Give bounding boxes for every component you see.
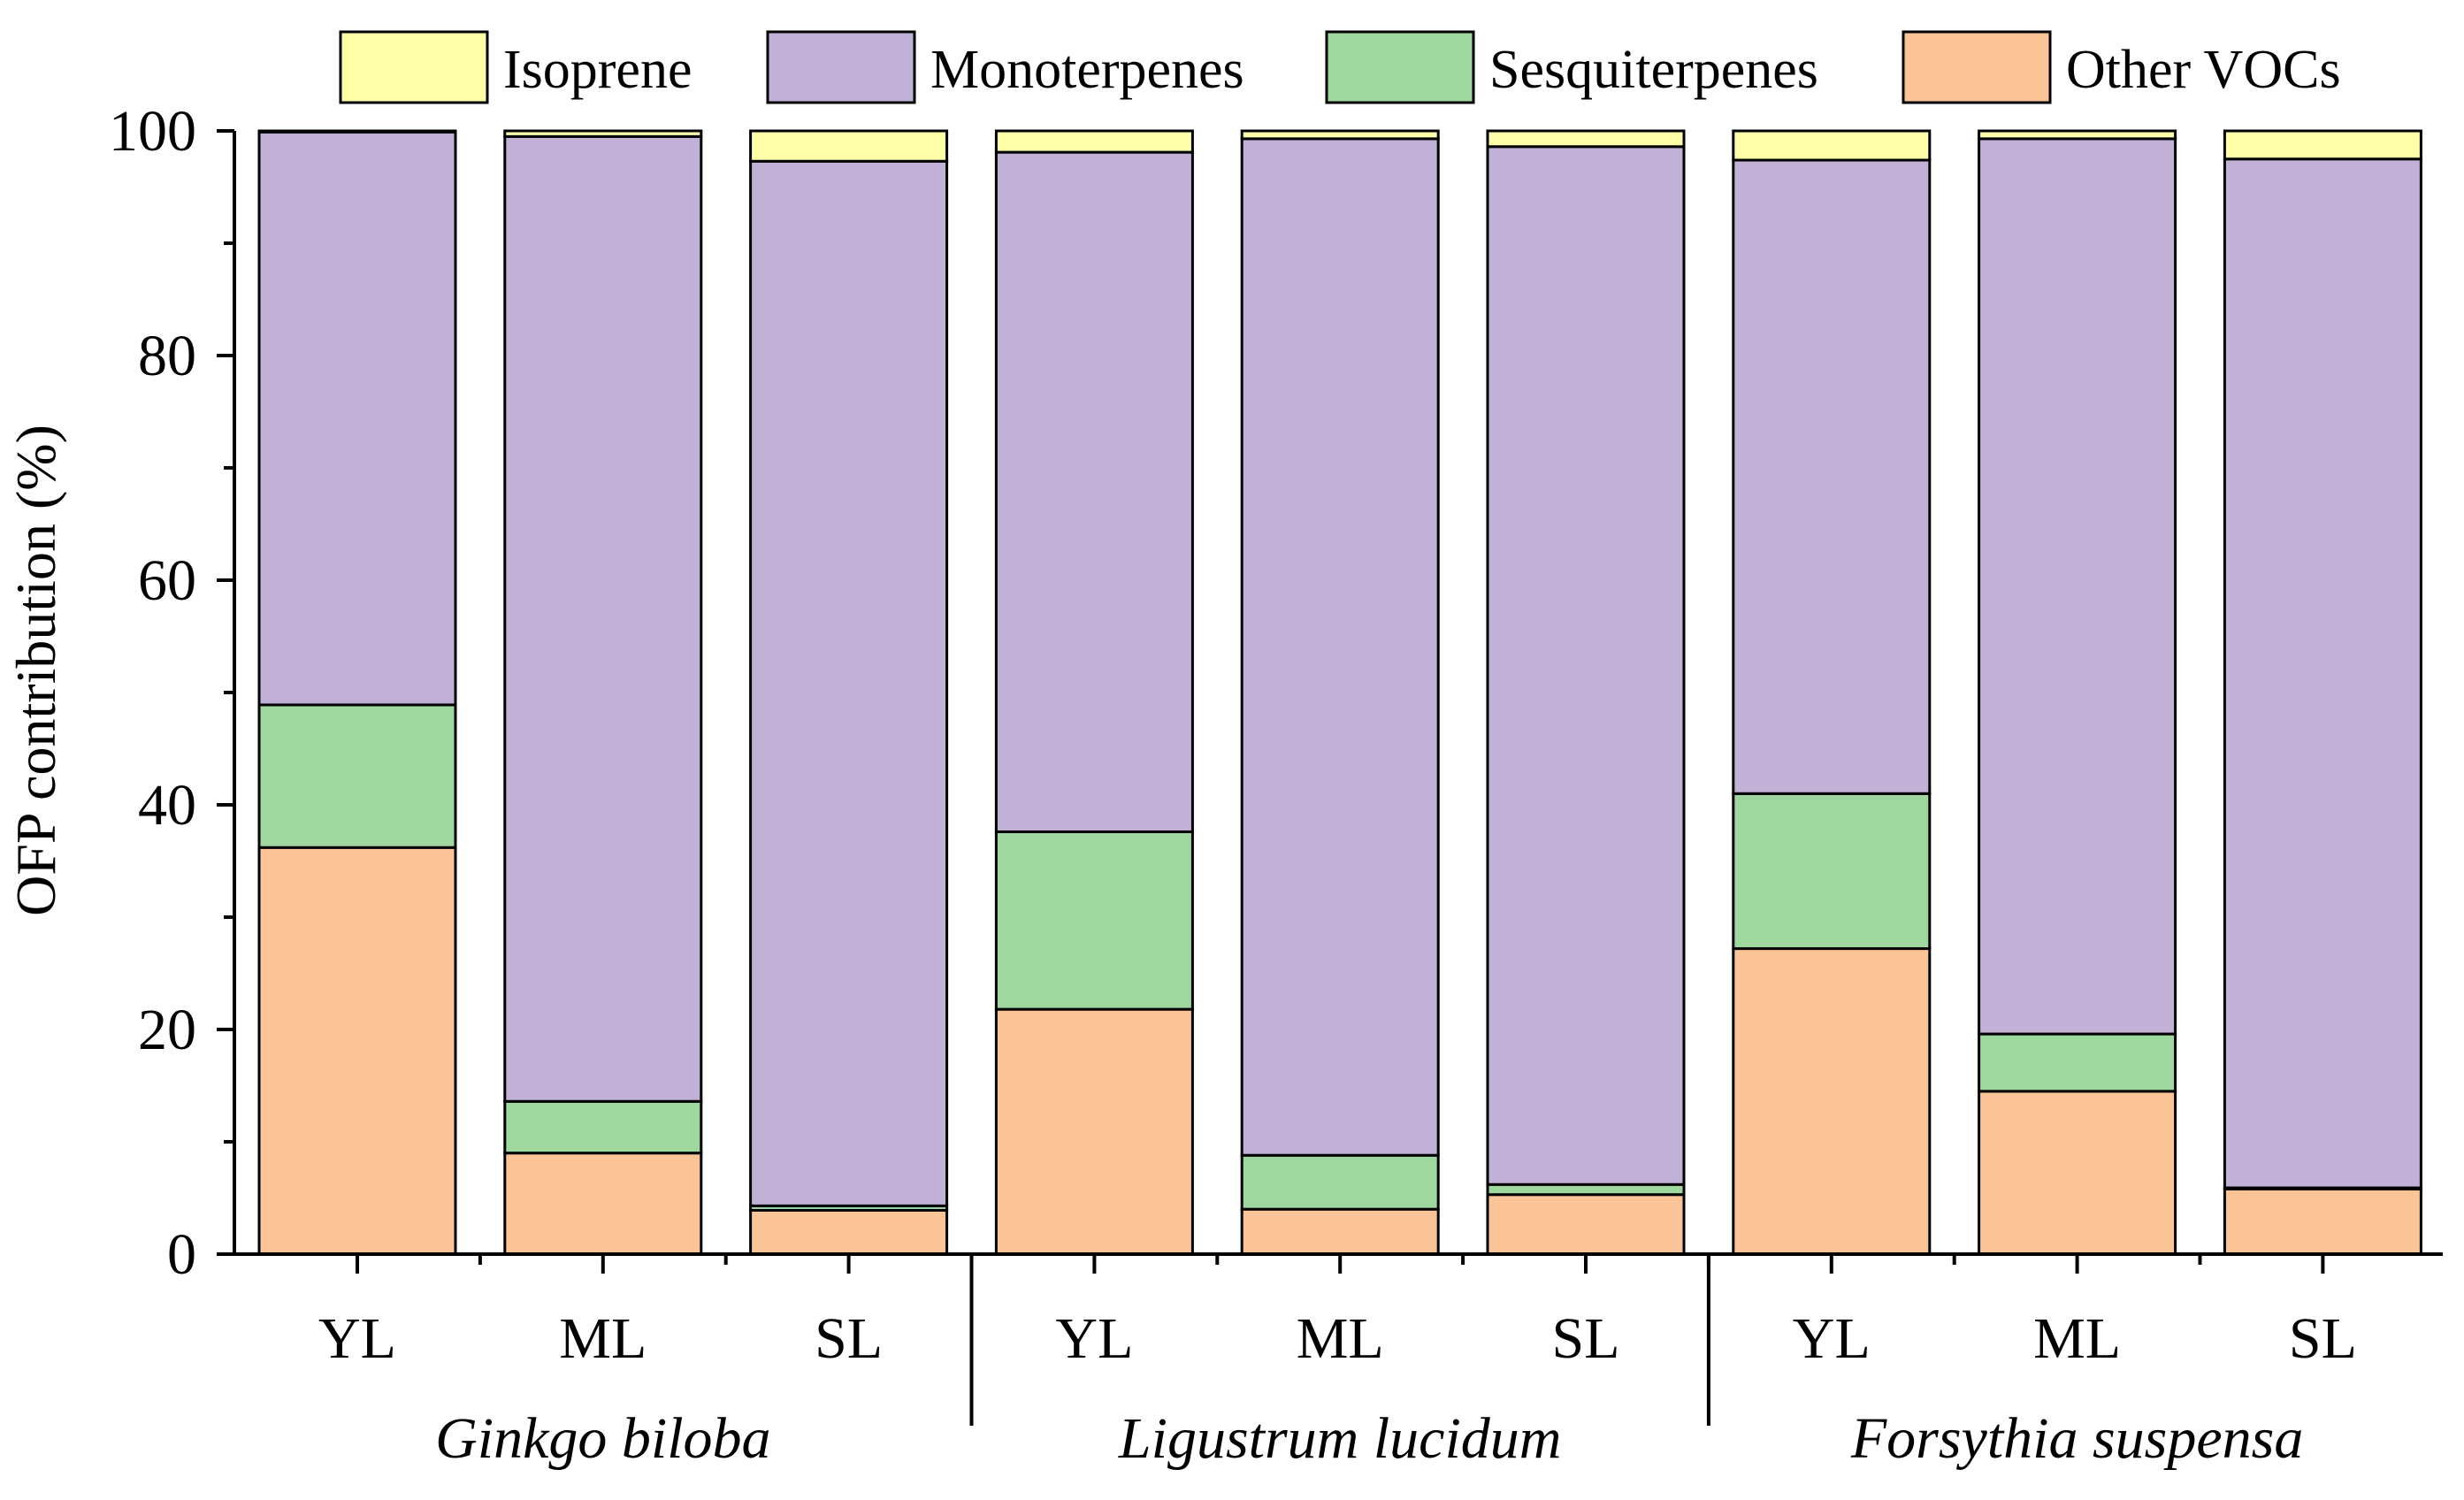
- bar-other-vocs-7: [1732, 947, 1932, 1256]
- bar-sesquiterpenes-2: [503, 1099, 703, 1155]
- bars: [257, 129, 2422, 1256]
- y-axis-title: OFP contribution (%): [4, 425, 67, 916]
- y-tick-label: 100: [109, 99, 196, 164]
- legend: Isoprene Monoterpenes Sesquiterpenes Other …: [339, 30, 2341, 104]
- x-category-label: ML: [2033, 1306, 2121, 1371]
- legend-label-sesquiterpenes: Sesquiterpenes: [1489, 40, 1818, 100]
- legend-label-other-vocs: Other VOCs: [2066, 40, 2341, 100]
- legend-label-isoprene: Isoprene: [503, 40, 692, 100]
- bar-other-vocs-5: [1240, 1207, 1440, 1256]
- bar-isoprene-2: [503, 129, 703, 138]
- group-label: Forsythia suspensa: [1850, 1406, 2304, 1471]
- bar-monoterpenes-3: [749, 159, 949, 1207]
- legend-swatch-other-vocs: [1902, 30, 2052, 104]
- bar-other-vocs-4: [994, 1007, 1194, 1256]
- bar-monoterpenes-8: [1978, 137, 2177, 1036]
- bar-isoprene-6: [1486, 129, 1686, 149]
- bar-other-vocs-6: [1486, 1193, 1686, 1256]
- bar-monoterpenes-2: [503, 134, 703, 1103]
- bar-other-vocs-1: [257, 846, 457, 1256]
- bar-isoprene-7: [1732, 129, 1932, 162]
- bar-monoterpenes-5: [1240, 137, 1440, 1157]
- bar-monoterpenes-4: [994, 150, 1194, 833]
- bar-isoprene-5: [1240, 129, 1440, 141]
- bar-sesquiterpenes-4: [994, 830, 1194, 1011]
- x-category-label: ML: [559, 1306, 647, 1371]
- bar-sesquiterpenes-1: [257, 703, 457, 849]
- x-category-label: SL: [2289, 1306, 2357, 1371]
- x-category-label: ML: [1297, 1306, 1384, 1371]
- x-category-label: YL: [1793, 1306, 1871, 1371]
- bar-isoprene-3: [749, 129, 949, 163]
- bar-isoprene-9: [2223, 129, 2422, 161]
- legend-label-monoterpenes: Monoterpenes: [930, 40, 1244, 100]
- bar-other-vocs-9: [2223, 1187, 2422, 1256]
- x-category-label: SL: [815, 1306, 883, 1371]
- y-tick-label: 40: [138, 773, 196, 838]
- bar-other-vocs-8: [1978, 1090, 2177, 1256]
- y-tick-label: 0: [167, 1222, 196, 1287]
- legend-swatch-monoterpenes: [766, 30, 916, 104]
- x-category-label: SL: [1551, 1306, 1619, 1371]
- legend-swatch-sesquiterpenes: [1325, 30, 1475, 104]
- bar-monoterpenes-6: [1486, 145, 1686, 1186]
- bar-sesquiterpenes-6: [1486, 1182, 1686, 1197]
- legend-swatch-isoprene: [339, 30, 489, 104]
- x-category-label: YL: [318, 1306, 396, 1371]
- bar-sesquiterpenes-5: [1240, 1153, 1440, 1211]
- group-label: Ginkgo biloba: [435, 1406, 770, 1471]
- x-category-label: YL: [1055, 1306, 1133, 1371]
- bar-monoterpenes-7: [1732, 158, 1932, 795]
- bar-isoprene-1: [257, 129, 457, 134]
- y-tick-label: 20: [138, 998, 196, 1062]
- bar-isoprene-4: [994, 129, 1194, 154]
- bar-isoprene-8: [1978, 129, 2177, 141]
- bar-monoterpenes-1: [257, 130, 457, 707]
- y-tick-label: 60: [138, 548, 196, 613]
- bar-sesquiterpenes-8: [1978, 1032, 2177, 1093]
- axes: OFP contribution (%) 0 20 40 60 80 100 YL ML SL Y…: [4, 99, 2443, 1471]
- bar-other-vocs-2: [503, 1152, 703, 1256]
- group-label: Ligustrum lucidum: [1118, 1406, 1562, 1471]
- bar-other-vocs-3: [749, 1208, 949, 1256]
- bar-monoterpenes-9: [2223, 157, 2422, 1190]
- y-tick-label: 80: [138, 324, 196, 388]
- bar-sesquiterpenes-7: [1732, 792, 1932, 951]
